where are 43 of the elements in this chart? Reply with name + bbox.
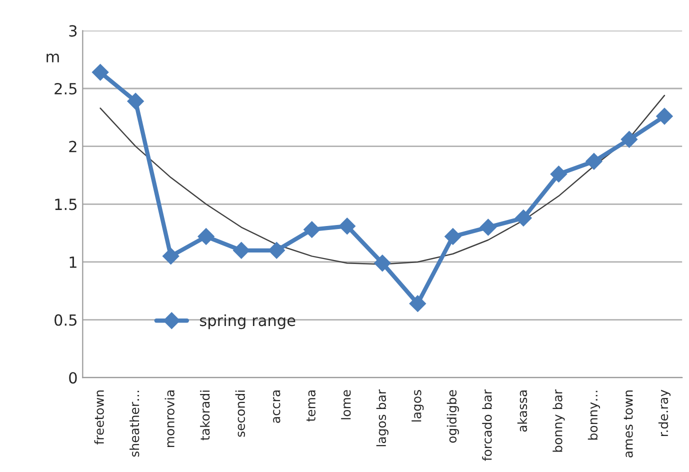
point <box>232 242 250 259</box>
x-tick-label: freetown <box>94 390 104 444</box>
x-tick-label: secondi <box>235 390 245 437</box>
point <box>656 108 673 125</box>
point <box>620 131 638 148</box>
y-tick-label: 0 <box>69 372 77 384</box>
x-tick-label: ogidigbe <box>446 390 459 443</box>
x-tick-label: tema <box>306 390 316 422</box>
point <box>92 64 109 81</box>
x-tick-label: bonny… <box>588 390 600 440</box>
point <box>338 218 356 234</box>
x-tick-label: lagos <box>412 390 424 422</box>
y-tick-label: 3 <box>69 25 77 37</box>
y-tick-label: 2 <box>69 140 76 152</box>
point <box>515 210 532 226</box>
x-tick-label: r.de.ray <box>658 390 671 436</box>
point <box>550 166 568 182</box>
x-tick-label: sheather… <box>130 390 140 457</box>
y-tick-label: 1 <box>70 256 76 268</box>
point <box>444 228 462 245</box>
x-tick-label: takoradi <box>200 390 210 440</box>
point <box>374 254 391 272</box>
point <box>480 218 497 236</box>
x-tick-label: lagos bar <box>376 389 388 446</box>
point <box>198 228 214 245</box>
y-tick-label: 2.5 <box>54 82 76 95</box>
y-tick-label: 0.5 <box>54 314 76 326</box>
x-tick-label: accra <box>273 390 280 423</box>
x-tick-label: bonny bar <box>552 389 565 452</box>
point <box>586 152 602 170</box>
point <box>162 248 180 265</box>
x-tick-label: ames town <box>624 390 633 458</box>
point <box>268 242 285 259</box>
point <box>303 221 320 238</box>
legend-label: spring range <box>200 314 296 330</box>
y-tick-label: 1.5 <box>55 198 76 210</box>
point <box>127 92 144 110</box>
x-tick-label: akassa <box>517 390 528 432</box>
x-tick-label: forcado bar <box>482 389 492 461</box>
x-tick-label: lome <box>341 390 351 420</box>
x-tick-label: monrovia <box>164 390 174 448</box>
y-axis-title: m <box>46 54 59 62</box>
point <box>409 295 426 312</box>
